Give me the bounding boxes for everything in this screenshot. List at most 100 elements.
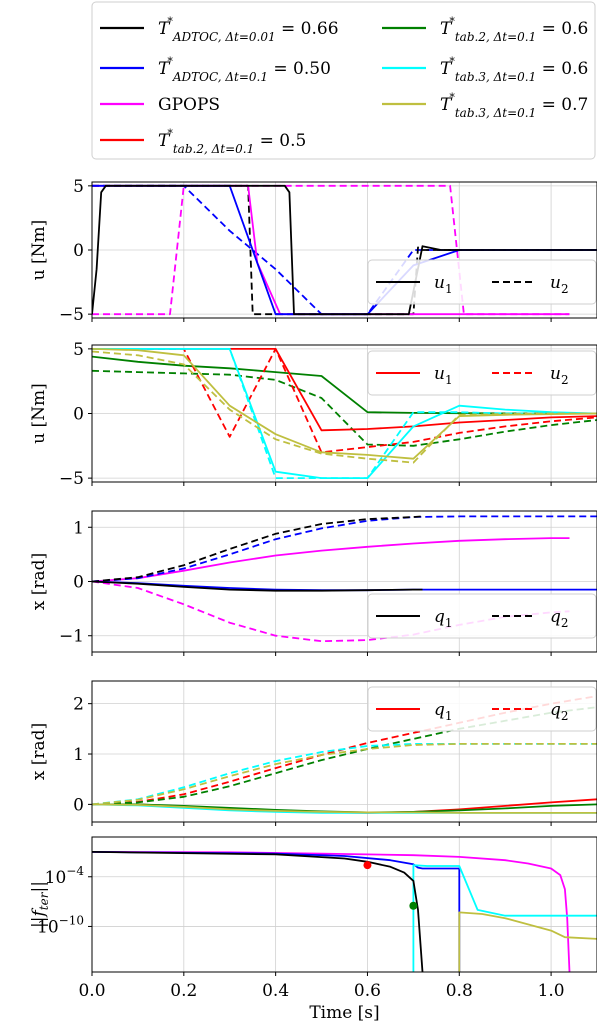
- series-line: [92, 537, 570, 583]
- legend-label-main: T: [440, 95, 453, 115]
- x-axis-label: Time [s]: [309, 1003, 379, 1023]
- y-axis-label: u [Nm]: [29, 383, 49, 444]
- panel-legend-label: u1: [434, 273, 453, 296]
- series-line: [412, 864, 597, 972]
- y-tick-label: 0: [73, 573, 84, 593]
- panel-legend-label-main: q: [434, 607, 445, 627]
- legend-label-star: *: [449, 15, 455, 28]
- panel-legend-label: u2: [550, 273, 569, 296]
- y-tick-label-base: 10: [45, 868, 67, 888]
- legend-label-main: T: [158, 59, 171, 79]
- legend-label-main: T: [158, 131, 171, 151]
- y-axis-label: x [rad]: [29, 723, 49, 780]
- y-axis-label: x [rad]: [29, 553, 49, 610]
- legend-label-sub: tab.3, Δt=0.1: [455, 106, 536, 120]
- panel-legend-box: [367, 259, 597, 305]
- panel-legend-label-sub: 1: [445, 373, 453, 387]
- y-tick-label: 1: [73, 518, 84, 538]
- x-tick-label: 0.8: [446, 981, 473, 1001]
- x-tick-label: 0.0: [78, 981, 105, 1001]
- figure-legend: T*ADTOC, Δt=0.01 = 0.66T*ADTOC, Δt=0.1 =…: [91, 1, 596, 160]
- figure-legend-entry: T* ADTOC, Δt=0.01 = 0.66: [100, 15, 339, 44]
- panel-legend: u1 u 2: [367, 350, 597, 396]
- legend-label-sub: ADTOC, Δt=0.01: [172, 30, 276, 44]
- panel-legend-label: q1: [434, 700, 453, 723]
- series-line: [92, 347, 597, 432]
- panel-legend-label-main: u: [434, 364, 445, 384]
- panel-legend: q1 q2: [367, 593, 597, 639]
- y-tick-label: 0: [73, 241, 84, 261]
- axis-frame: [91, 836, 597, 973]
- legend-label-star: *: [167, 127, 173, 140]
- series-group: [92, 184, 597, 316]
- figure-legend-box: [91, 1, 596, 160]
- y-tick-label-exponent: −4: [66, 864, 84, 878]
- legend-label-value: = 0.66: [276, 19, 339, 39]
- legend-label-value: = 0.7: [536, 95, 588, 115]
- figure-legend-entry: T* ADTOC, Δt=0.1 = 0.50: [100, 55, 331, 84]
- x-tick-label: 1.0: [538, 981, 565, 1001]
- panel-legend-box: [367, 350, 597, 396]
- figure-legend-entry: GPOPS: [100, 95, 220, 115]
- y-axis-label: u [Nm]: [29, 220, 49, 281]
- y-axis-label-part: ||: [29, 916, 49, 927]
- legend-label-main: T: [158, 19, 171, 39]
- panel-legend-label-main: u: [434, 273, 445, 293]
- series-line: [92, 369, 597, 447]
- legend-label-value: = 0.6: [536, 59, 588, 79]
- panel-legend-label: q1: [434, 607, 453, 630]
- legend-label-value: = 0.5: [254, 131, 306, 151]
- panel-legend-label: u1: [434, 364, 453, 387]
- legend-label-sub: ADTOC, Δt=0.1: [172, 70, 268, 84]
- chart-panel-5: 10−410−100.0 0.2 0.4 0.6 0.8 1.0||fter||: [29, 836, 597, 1001]
- y-tick-label: 2: [73, 695, 84, 715]
- panel-legend: u1 u2: [367, 259, 597, 305]
- y-axis-label-part: ||: [29, 881, 49, 892]
- y-tick-label: −5: [59, 469, 84, 489]
- legend-label-sub: tab.2, Δt=0.1: [455, 30, 536, 44]
- panel-legend-box: [367, 593, 597, 639]
- series-line: [92, 743, 597, 806]
- panel-legend-label: q2: [550, 700, 569, 723]
- legend-label-star: *: [167, 15, 173, 28]
- legend-label-sub: tab.3, Δt=0.1: [455, 70, 536, 84]
- panel-legend-label-sub: 2: [561, 373, 569, 387]
- series-line: [92, 515, 597, 583]
- panel-legend-label-main: q: [550, 607, 561, 627]
- y-axis-label-part: f: [29, 907, 49, 918]
- figure-legend-entry: T*tab.3, Δt=0.1 = 0.7: [382, 91, 588, 120]
- series-line: [92, 515, 423, 583]
- panel-legend-label-sub: 2: [561, 282, 569, 296]
- panel-legend-label-main: q: [550, 700, 561, 720]
- y-tick-label-exponent: −10: [59, 913, 84, 927]
- legend-label-main: T: [440, 19, 453, 39]
- y-tick-label: −5: [59, 305, 84, 325]
- legend-label: T*tab.3, Δt=0.1 = 0.7: [440, 91, 588, 120]
- y-tick-label: 0: [73, 795, 84, 815]
- legend-label-main: T: [440, 59, 453, 79]
- legend-label: T*tab.3, Δt=0.1 = 0.6: [440, 55, 588, 84]
- legend-label-star: *: [449, 55, 455, 68]
- panel-legend-label-sub: 1: [445, 709, 453, 723]
- y-tick-label: 5: [73, 340, 84, 360]
- y-tick-label: 0: [73, 405, 84, 425]
- marker-point: [363, 861, 372, 870]
- legend-label: T* ADTOC, Δt=0.01 = 0.66: [158, 15, 339, 44]
- marker-point: [409, 901, 418, 910]
- series-group: [92, 347, 597, 480]
- series-line: [92, 184, 597, 316]
- x-tick-label: 0.4: [262, 981, 289, 1001]
- series-line: [458, 911, 597, 972]
- legend-label-value: = 0.50: [268, 59, 331, 79]
- series-line: [92, 580, 423, 592]
- series-line: [92, 355, 597, 415]
- panel-legend-label-sub: 2: [561, 709, 569, 723]
- series-line: [92, 743, 597, 806]
- panel-legend-label-main: q: [434, 700, 445, 720]
- chart-panel-2: −5 0 5 u [Nm] u1 u 2: [29, 340, 597, 489]
- panel-legend-label-sub: 2: [561, 616, 569, 630]
- legend-label-star: *: [449, 91, 455, 104]
